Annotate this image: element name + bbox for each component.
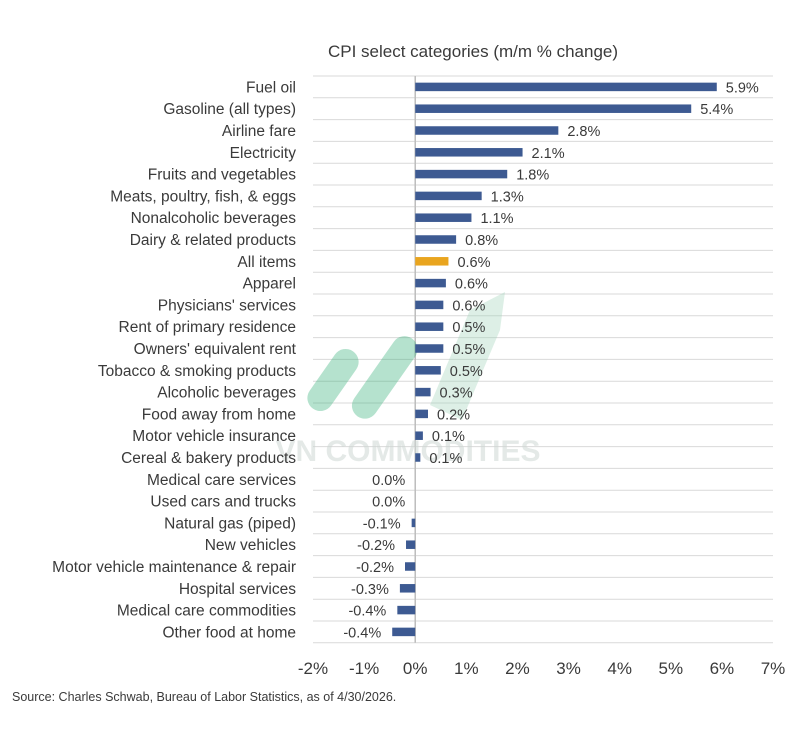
category-label: Nonalcoholic beverages bbox=[131, 210, 297, 227]
value-label: 1.3% bbox=[491, 189, 524, 205]
category-label: Apparel bbox=[243, 276, 296, 293]
value-label: -0.2% bbox=[356, 560, 394, 576]
value-label: 0.8% bbox=[465, 233, 498, 249]
category-label: Other food at home bbox=[162, 624, 296, 641]
value-label: 0.1% bbox=[429, 451, 462, 467]
bar-14 bbox=[415, 387, 431, 397]
bar-13 bbox=[415, 366, 441, 375]
value-label: 0.0% bbox=[372, 473, 405, 489]
value-label: -0.2% bbox=[357, 538, 395, 554]
category-label: Owners' equivalent rent bbox=[134, 341, 297, 358]
bars bbox=[392, 82, 717, 637]
category-label: Motor vehicle insurance bbox=[132, 428, 296, 445]
category-label: New vehicles bbox=[205, 537, 297, 554]
category-label: Meats, poultry, fish, & eggs bbox=[110, 188, 296, 205]
bar-10 bbox=[415, 300, 444, 310]
bar-8 bbox=[415, 257, 449, 266]
category-label: Gasoline (all types) bbox=[163, 101, 296, 118]
value-label: 0.6% bbox=[457, 255, 490, 271]
category-label: Airline fare bbox=[222, 123, 296, 140]
value-label: -0.3% bbox=[351, 582, 389, 598]
category-labels: Fuel oil Gasoline (all types) Airline fare… bbox=[52, 79, 297, 641]
grid-lines bbox=[313, 75, 773, 644]
bar-7 bbox=[415, 235, 457, 244]
category-label: Used cars and trucks bbox=[150, 494, 296, 511]
x-tick-label: -2% bbox=[298, 659, 328, 678]
value-label: -0.1% bbox=[363, 516, 401, 532]
bar-11 bbox=[415, 322, 444, 331]
category-label: Dairy & related products bbox=[130, 232, 297, 249]
category-label: Natural gas (piped) bbox=[164, 515, 296, 532]
category-label: Medical care services bbox=[147, 472, 296, 489]
value-label: 5.4% bbox=[700, 102, 733, 118]
category-label: Hospital services bbox=[179, 581, 296, 598]
bar-21 bbox=[406, 540, 416, 549]
bar-23 bbox=[399, 584, 416, 593]
value-label: 1.8% bbox=[516, 168, 549, 184]
value-label: 0.5% bbox=[452, 342, 485, 358]
x-tick-label: 4% bbox=[607, 659, 632, 678]
bar-4 bbox=[415, 169, 508, 179]
x-tick-label: -1% bbox=[349, 659, 379, 678]
category-label: Motor vehicle maintenance & repair bbox=[52, 559, 296, 576]
bar-20 bbox=[411, 518, 416, 528]
watermark-text: VN COMMODITIES bbox=[275, 435, 540, 468]
value-label: 0.6% bbox=[452, 298, 485, 314]
category-label: Tobacco & smoking products bbox=[98, 363, 296, 380]
category-label: Electricity bbox=[230, 145, 297, 162]
bar-22 bbox=[405, 562, 416, 571]
bar-6 bbox=[415, 213, 472, 222]
chart-title: CPI select categories (m/m % change) bbox=[328, 42, 618, 61]
x-tick-label: 0% bbox=[403, 659, 428, 678]
bar-12 bbox=[415, 344, 444, 353]
source-note: Source: Charles Schwab, Bureau of Labor … bbox=[12, 690, 396, 704]
bar-16 bbox=[415, 431, 423, 440]
value-label: 5.9% bbox=[726, 80, 759, 96]
category-label: Fuel oil bbox=[246, 79, 296, 96]
value-label: -0.4% bbox=[343, 625, 381, 641]
category-label: Alcoholic beverages bbox=[157, 385, 296, 402]
x-tick-label: 7% bbox=[761, 659, 786, 678]
value-label: 0.6% bbox=[455, 277, 488, 293]
x-tick-label: 3% bbox=[556, 659, 581, 678]
bar-9 bbox=[415, 278, 446, 288]
value-label: 2.8% bbox=[567, 124, 600, 140]
bar-17 bbox=[415, 453, 421, 462]
value-label: 0.3% bbox=[440, 386, 473, 402]
value-label: 0.2% bbox=[437, 407, 470, 423]
bar-1 bbox=[415, 104, 692, 113]
category-label: Fruits and vegetables bbox=[148, 167, 296, 184]
watermark-logo bbox=[307, 292, 505, 420]
bar-24 bbox=[397, 605, 416, 615]
x-axis-ticks: -2% -1% 0% 1% 2% 3% 4% 5% 6% 7% bbox=[298, 659, 785, 678]
watermark: VN COMMODITIES bbox=[275, 292, 541, 468]
value-label: 0.0% bbox=[372, 495, 405, 511]
bar-15 bbox=[415, 409, 428, 419]
bar-3 bbox=[415, 148, 523, 157]
bar-0 bbox=[415, 82, 717, 92]
bar-5 bbox=[415, 191, 482, 201]
value-label: 0.1% bbox=[432, 429, 465, 445]
category-label: All items bbox=[237, 254, 296, 271]
category-label: Medical care commodities bbox=[117, 603, 296, 620]
value-labels: 5.9% 5.4% 2.8%2.1% 1.8% 1.3% 1.1% 0.8% 0.6% 0.6%… bbox=[343, 80, 759, 641]
bar-25 bbox=[392, 627, 416, 637]
value-label: 0.5% bbox=[450, 364, 483, 380]
value-label: 1.1% bbox=[480, 211, 513, 227]
x-tick-label: 1% bbox=[454, 659, 479, 678]
bar-2 bbox=[415, 126, 559, 135]
value-label: -0.4% bbox=[348, 604, 386, 620]
value-label: 0.5% bbox=[452, 320, 485, 336]
category-label: Rent of primary residence bbox=[119, 319, 296, 336]
x-tick-label: 2% bbox=[505, 659, 530, 678]
x-tick-label: 6% bbox=[710, 659, 735, 678]
x-tick-label: 5% bbox=[658, 659, 683, 678]
category-label: Cereal & bakery products bbox=[121, 450, 296, 467]
category-label: Physicians' services bbox=[158, 297, 296, 314]
value-label: 2.1% bbox=[532, 146, 565, 162]
category-label: Food away from home bbox=[142, 406, 296, 423]
